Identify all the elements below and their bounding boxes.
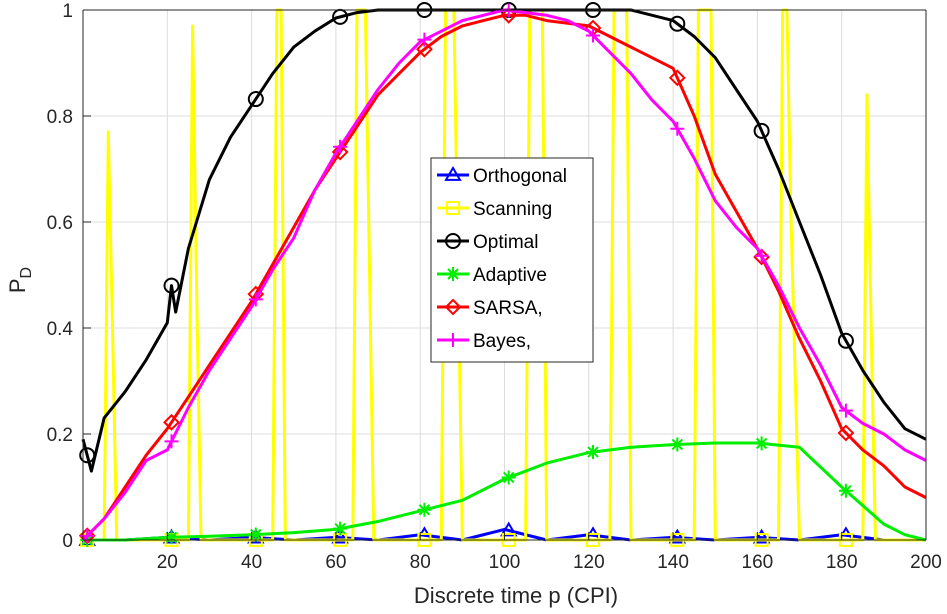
- series-3-point: [838, 483, 853, 498]
- series-line-3: [83, 441, 927, 542]
- series-5-point: [586, 28, 601, 43]
- x-tick-label: 180: [826, 552, 858, 573]
- series-3-point: [417, 502, 432, 517]
- series-0-point: [247, 528, 265, 544]
- x-tick-label: 200: [910, 552, 942, 573]
- series-2-point: [79, 447, 96, 464]
- series-4-point: [500, 6, 518, 24]
- series-line-4: [81, 13, 927, 542]
- series-5-point: [164, 434, 179, 449]
- series-5-point: [838, 403, 853, 418]
- series-5-point: [670, 121, 685, 136]
- x-tick-label: 100: [489, 552, 521, 573]
- y-tick-label: 0.6: [47, 213, 73, 234]
- series-2-point: [837, 332, 854, 349]
- x-tick-label: 160: [742, 552, 774, 573]
- series-0-point: [499, 521, 518, 537]
- legend-entry: Optimal: [437, 232, 538, 253]
- series-5-point: [501, 3, 516, 18]
- legend-entry: Adaptive: [437, 265, 547, 286]
- legend-marker: [446, 333, 460, 347]
- x-tick-label: 80: [410, 552, 431, 573]
- legend-box: [430, 157, 594, 363]
- legend-marker: [444, 166, 462, 181]
- tick-labels: 20 40 60 80 100 120 140 160 180 200 0 0.2 0.4 0.6 0.8 1: [47, 1, 942, 573]
- series-0-point: [668, 528, 687, 544]
- series-4-point: [837, 424, 855, 442]
- series-4: [78, 6, 927, 545]
- legend-entry: Bayes,: [437, 331, 531, 352]
- y-tick-label: 0: [62, 531, 73, 552]
- series-3-point: [501, 470, 516, 485]
- y-tick-label: 0.4: [47, 319, 74, 340]
- series-0-point: [331, 528, 349, 544]
- legend-entry: Scanning: [437, 199, 552, 220]
- legend: Orthogonal Scanning Optimal Adaptive SARSA, B…: [430, 157, 594, 363]
- series-4-point: [416, 40, 433, 58]
- legend-label: Bayes,: [473, 331, 531, 352]
- series-2-point: [669, 15, 686, 32]
- series-2-point: [753, 122, 770, 139]
- series-4-point: [668, 69, 686, 87]
- legend-label: SARSA,: [473, 298, 543, 319]
- series-5-point: [754, 248, 769, 263]
- y-tick-label: 0.8: [47, 107, 73, 128]
- y-tick-label: 1: [62, 1, 73, 22]
- series-5-point: [417, 32, 432, 47]
- x-tick-label: 120: [573, 552, 605, 573]
- legend-label: Optimal: [473, 232, 538, 253]
- series-4-point: [753, 248, 771, 266]
- y-tick-label: 0.2: [47, 425, 73, 446]
- legend-entry: SARSA,: [437, 298, 543, 319]
- x-tick-label: 20: [157, 552, 178, 573]
- series-3-point: [754, 436, 769, 451]
- x-tick-label: 40: [241, 552, 262, 573]
- legend-marker: [446, 267, 460, 281]
- series-3-point: [586, 445, 601, 460]
- legend-marker: [444, 298, 462, 316]
- series-3-point: [670, 437, 685, 452]
- legend-entry: Orthogonal: [437, 166, 567, 187]
- series-0-point: [752, 528, 771, 544]
- series-4-point: [331, 143, 349, 161]
- legend-label: Scanning: [473, 199, 552, 220]
- series-5-point: [333, 139, 348, 154]
- series-3-point: [333, 521, 348, 536]
- y-axis-title: PD: [5, 267, 35, 293]
- axes: [82, 9, 927, 541]
- x-tick-label: 60: [325, 552, 346, 573]
- series-3-point: [164, 530, 179, 545]
- legend-label: Adaptive: [473, 265, 547, 286]
- legend-marker: [446, 201, 460, 215]
- series-3-point: [248, 527, 263, 542]
- legend-label: Orthogonal: [473, 166, 567, 187]
- series-5-point: [248, 292, 263, 307]
- x-axis-title: Discrete time p (CPI): [414, 583, 618, 608]
- x-tick-label: 140: [657, 552, 689, 573]
- series-4-point: [163, 413, 180, 431]
- series-2-point: [247, 91, 264, 108]
- series-3: [80, 436, 927, 547]
- series-2-point: [163, 277, 180, 294]
- legend-marker: [445, 233, 461, 249]
